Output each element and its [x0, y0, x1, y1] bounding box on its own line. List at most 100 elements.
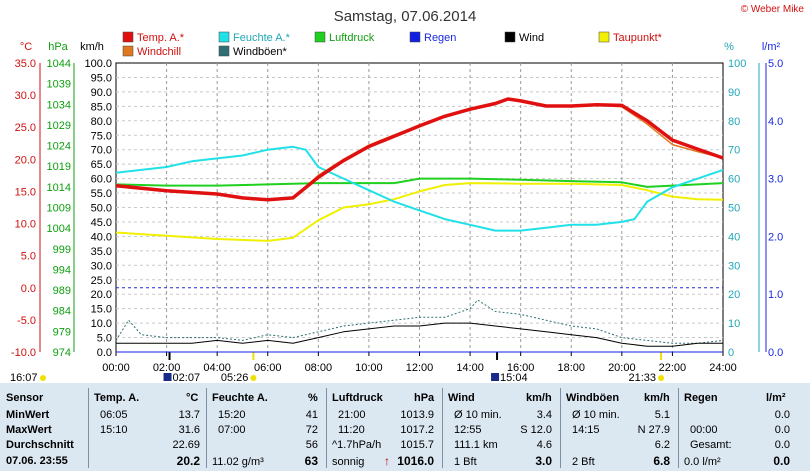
- moonset-label: 15:04: [500, 372, 528, 383]
- hum-unit: %: [308, 392, 318, 404]
- temp-tick-label: 20.0: [15, 154, 36, 166]
- legend-label: Wind: [519, 32, 544, 44]
- temp-avg: 22.69: [172, 439, 200, 451]
- humidity-tick-label: 90: [728, 87, 740, 99]
- pressure-tick-label: 1004: [47, 223, 71, 235]
- chart-axes: Samstag, 07.06.2014 °C hPa km/h% l/m² 35.0 30.…: [10, 8, 783, 383]
- series-taupunkt: [115, 182, 724, 242]
- row-min-label: MinWert: [6, 409, 50, 421]
- legend-label: Regen: [424, 32, 456, 44]
- series-feuchtea: [115, 145, 724, 232]
- wind-header: Wind: [448, 392, 475, 404]
- legend-label: Windböen*: [233, 46, 288, 58]
- chart-title: Samstag, 07.06.2014: [334, 8, 477, 25]
- rain-tick-label: 4.0: [768, 116, 783, 128]
- time-tick-label: 18:00: [557, 362, 585, 374]
- gust-bft: 2 Bft: [572, 456, 595, 468]
- wind-unit: km/h: [526, 392, 552, 404]
- gust-unit: km/h: [644, 392, 670, 404]
- wind-tick-label: 75.0: [91, 130, 112, 142]
- humidity-tick-label: 70: [728, 145, 740, 157]
- legend-swatch: [218, 45, 230, 57]
- wind-tick-label: 85.0: [91, 101, 112, 113]
- press-header: Luftdruck: [332, 392, 383, 404]
- wind-min-label: Ø 10 min.: [454, 409, 502, 421]
- legend-swatch: [314, 31, 326, 43]
- rain-tick-label: 5.0: [768, 58, 783, 70]
- time-tick-label: 16:00: [507, 362, 535, 374]
- wind-tick-label: 65.0: [91, 159, 112, 171]
- temp-tick-label: 25.0: [15, 122, 36, 134]
- temp-min-time: 06:05: [100, 409, 128, 421]
- gust-avg: 6.2: [654, 439, 670, 451]
- legend-label: Temp. A.*: [137, 32, 185, 44]
- pressure-tick-label: 1039: [47, 79, 71, 91]
- time-tick-label: 24:00: [709, 362, 737, 374]
- wind-tick-label: 50.0: [91, 203, 112, 215]
- wind-min: 3.4: [536, 409, 552, 421]
- legend-swatch: [598, 31, 610, 43]
- pressure-tick-label: 994: [53, 264, 71, 276]
- hum-abs: 11.02 g/m³: [212, 456, 264, 468]
- hum-now: 63: [304, 454, 318, 468]
- row-max-label: MaxWert: [6, 424, 52, 436]
- humidity-tick-label: 60: [728, 174, 740, 186]
- rain-now: 0.0: [773, 454, 790, 468]
- legend-swatch: [218, 31, 230, 43]
- press-avg: 1015.7: [400, 439, 434, 451]
- pressure-tick-label: 974: [53, 347, 71, 359]
- watermark: © Weber Mike: [740, 4, 804, 15]
- rain-tick-label: 0.0: [768, 347, 783, 359]
- moonrise-icon: [163, 373, 172, 381]
- series-tempa: [115, 97, 724, 202]
- sunrise-icon: [250, 375, 257, 381]
- hum-max-time: 07:00: [218, 424, 246, 436]
- pressure-tick-label: 989: [53, 285, 71, 297]
- wind-tick-label: 60.0: [91, 174, 112, 186]
- hum-max: 72: [305, 424, 318, 436]
- wind-tick-label: 25.0: [91, 275, 112, 287]
- temp-unit: °C: [186, 392, 199, 404]
- gust-max: N 27.9: [637, 424, 670, 436]
- time-tick-label: 04:00: [203, 362, 231, 374]
- wind-unit-label: km/h: [80, 41, 104, 53]
- pressure-tick-label: 1014: [47, 182, 71, 194]
- press-unit: hPa: [414, 392, 435, 404]
- pressure-unit-label: hPa: [48, 41, 68, 53]
- temp-min: 13.7: [178, 409, 200, 421]
- wind-bft: 1 Bft: [454, 456, 477, 468]
- pressure-tick-label: 979: [53, 326, 71, 338]
- chart-legend: Temp. A.* Feuchte A.* Luftdruck Regen Wind Ta…: [122, 31, 663, 58]
- series-wind: [116, 322, 723, 347]
- humidity-tick-label: 0: [728, 347, 734, 359]
- moonrise-label: 02:07: [173, 372, 201, 383]
- row-now-label: 07.06. 23:55: [6, 455, 68, 467]
- legend-swatch: [122, 31, 134, 43]
- left-time-label: 16:07: [10, 372, 38, 383]
- pressure-tick-label: 984: [53, 306, 71, 318]
- weather-chart: Samstag, 07.06.2014 °C hPa km/h% l/m² 35.0 30.…: [10, 8, 783, 383]
- sunset-label: 21:33: [629, 372, 657, 383]
- press-trend: ^1.7hPa/h: [332, 439, 382, 451]
- pressure-tick-label: 1034: [47, 99, 71, 111]
- gust-now: 6.8: [653, 454, 670, 468]
- series-windböen: [115, 299, 724, 344]
- temp-tick-label: 30.0: [15, 90, 36, 102]
- press-forecast: sonnig: [332, 456, 365, 468]
- sunrise-label: 05:26: [221, 372, 249, 383]
- time-tick-label: 14:00: [456, 362, 484, 374]
- hum-avg: 56: [305, 439, 318, 451]
- pressure-tick-label: 1029: [47, 120, 71, 132]
- temp-max: 31.6: [178, 424, 200, 436]
- pressure-tick-label: 1019: [47, 161, 71, 173]
- legend-swatch: [409, 31, 421, 43]
- press-arrow-icon: ↑: [384, 454, 390, 468]
- temp-tick-label: -10.0: [11, 347, 36, 359]
- legend-label: Luftdruck: [329, 32, 375, 44]
- time-tick-label: 02:00: [153, 362, 181, 374]
- rain-unit: l/m²: [766, 392, 786, 404]
- legend-swatch: [504, 31, 516, 43]
- rain-tick-label: 3.0: [768, 174, 783, 186]
- wind-tick-label: 100.0: [84, 58, 112, 70]
- wind-tick-label: 35.0: [91, 246, 112, 258]
